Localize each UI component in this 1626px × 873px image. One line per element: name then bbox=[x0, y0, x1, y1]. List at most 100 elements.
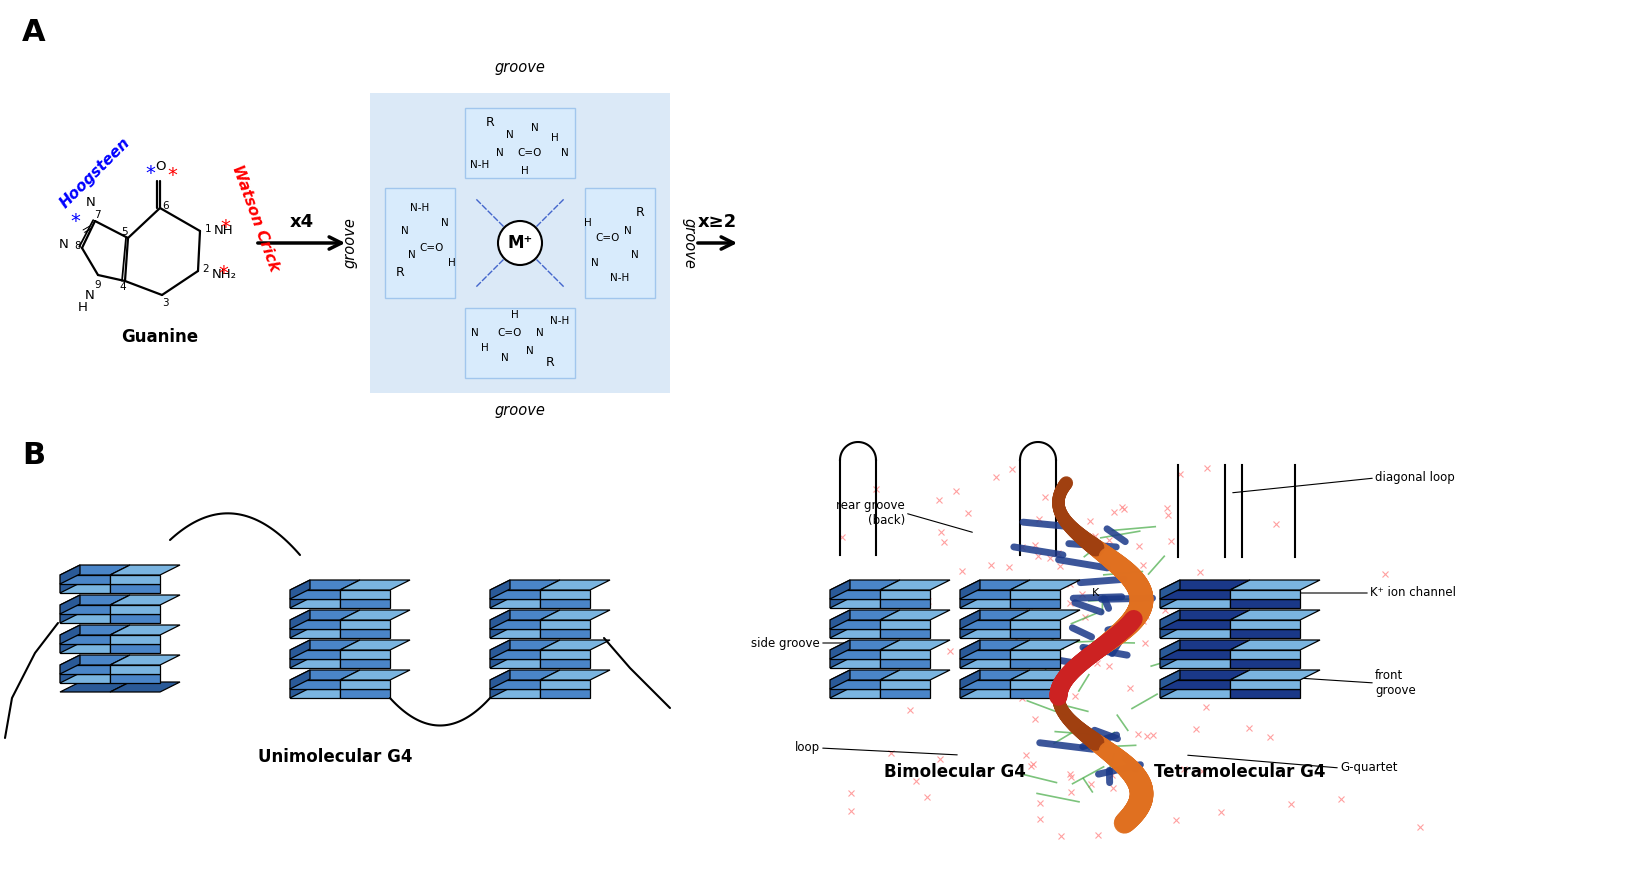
Polygon shape bbox=[111, 625, 180, 635]
Polygon shape bbox=[289, 580, 359, 590]
Polygon shape bbox=[959, 629, 1010, 638]
Text: N: N bbox=[561, 148, 569, 158]
Polygon shape bbox=[340, 650, 390, 659]
Polygon shape bbox=[540, 670, 610, 680]
Polygon shape bbox=[385, 188, 455, 298]
Polygon shape bbox=[340, 620, 390, 629]
Polygon shape bbox=[289, 619, 311, 638]
Polygon shape bbox=[289, 590, 340, 599]
Polygon shape bbox=[1010, 650, 1060, 659]
Polygon shape bbox=[60, 575, 111, 584]
Polygon shape bbox=[60, 614, 111, 623]
Polygon shape bbox=[60, 644, 111, 653]
Text: 4: 4 bbox=[120, 282, 127, 292]
Text: NH₂: NH₂ bbox=[211, 269, 237, 281]
Text: Bimolecular G4: Bimolecular G4 bbox=[885, 763, 1026, 781]
Polygon shape bbox=[1229, 640, 1320, 650]
Polygon shape bbox=[340, 680, 390, 689]
Polygon shape bbox=[1159, 679, 1180, 698]
Polygon shape bbox=[60, 565, 80, 584]
Text: 7: 7 bbox=[94, 210, 101, 220]
Polygon shape bbox=[289, 659, 340, 668]
Polygon shape bbox=[1229, 590, 1301, 599]
Polygon shape bbox=[829, 640, 901, 650]
Polygon shape bbox=[880, 680, 930, 689]
Polygon shape bbox=[489, 670, 559, 680]
Text: 1: 1 bbox=[205, 224, 211, 234]
Polygon shape bbox=[829, 599, 880, 608]
Polygon shape bbox=[60, 595, 130, 605]
Text: K⁺ ion channel: K⁺ ion channel bbox=[1371, 587, 1455, 600]
Polygon shape bbox=[880, 620, 930, 629]
Polygon shape bbox=[880, 640, 950, 650]
Polygon shape bbox=[829, 610, 850, 629]
Text: groove: groove bbox=[681, 217, 698, 268]
Text: R: R bbox=[636, 207, 644, 219]
Text: 2: 2 bbox=[203, 264, 210, 274]
Polygon shape bbox=[111, 575, 159, 584]
Polygon shape bbox=[829, 650, 880, 659]
Text: H: H bbox=[511, 310, 519, 320]
Polygon shape bbox=[959, 659, 1010, 668]
Polygon shape bbox=[489, 599, 540, 608]
Text: NH: NH bbox=[215, 224, 234, 237]
Polygon shape bbox=[1159, 640, 1250, 650]
Polygon shape bbox=[289, 599, 340, 608]
Text: side groove: side groove bbox=[751, 636, 820, 650]
Polygon shape bbox=[489, 670, 511, 689]
Polygon shape bbox=[540, 580, 610, 590]
Text: 3: 3 bbox=[161, 298, 169, 308]
Polygon shape bbox=[489, 629, 540, 638]
Text: N: N bbox=[624, 226, 633, 236]
Polygon shape bbox=[289, 689, 340, 698]
Text: 8: 8 bbox=[75, 241, 81, 251]
Text: front
groove: front groove bbox=[1376, 669, 1416, 697]
Polygon shape bbox=[1010, 580, 1080, 590]
Text: C=O: C=O bbox=[517, 148, 541, 158]
Polygon shape bbox=[1159, 619, 1180, 638]
Text: x≥2: x≥2 bbox=[698, 213, 737, 231]
Polygon shape bbox=[489, 640, 559, 650]
Polygon shape bbox=[111, 674, 159, 683]
Polygon shape bbox=[1229, 650, 1301, 659]
Polygon shape bbox=[1010, 689, 1060, 698]
Text: loop: loop bbox=[795, 741, 820, 754]
Polygon shape bbox=[540, 599, 590, 608]
Polygon shape bbox=[540, 650, 590, 659]
Polygon shape bbox=[959, 580, 1029, 590]
Text: N: N bbox=[441, 218, 449, 228]
Text: N: N bbox=[86, 196, 96, 209]
Polygon shape bbox=[60, 634, 80, 653]
Polygon shape bbox=[1010, 599, 1060, 608]
Text: *: * bbox=[218, 264, 228, 283]
Polygon shape bbox=[959, 590, 1010, 599]
Polygon shape bbox=[540, 629, 590, 638]
Text: 5: 5 bbox=[120, 227, 127, 237]
Text: H: H bbox=[78, 301, 88, 314]
Text: *: * bbox=[220, 217, 229, 237]
Text: N: N bbox=[501, 353, 509, 363]
Text: groove: groove bbox=[343, 217, 358, 268]
Polygon shape bbox=[1159, 580, 1180, 599]
Text: groove: groove bbox=[494, 60, 545, 75]
Polygon shape bbox=[111, 595, 180, 605]
Polygon shape bbox=[959, 640, 980, 659]
Polygon shape bbox=[1229, 670, 1320, 680]
Text: H: H bbox=[481, 343, 489, 353]
Text: H: H bbox=[584, 218, 592, 228]
Polygon shape bbox=[111, 614, 159, 623]
Polygon shape bbox=[289, 640, 311, 659]
Polygon shape bbox=[1159, 649, 1180, 668]
Polygon shape bbox=[959, 589, 980, 608]
Polygon shape bbox=[1159, 650, 1229, 659]
Text: R: R bbox=[486, 116, 494, 129]
Polygon shape bbox=[959, 620, 1010, 629]
Text: N: N bbox=[59, 237, 68, 251]
Text: N-H: N-H bbox=[550, 316, 569, 326]
Polygon shape bbox=[60, 664, 80, 683]
Polygon shape bbox=[340, 629, 390, 638]
Polygon shape bbox=[829, 670, 850, 689]
Polygon shape bbox=[880, 689, 930, 698]
Polygon shape bbox=[111, 605, 159, 614]
Polygon shape bbox=[60, 604, 80, 623]
